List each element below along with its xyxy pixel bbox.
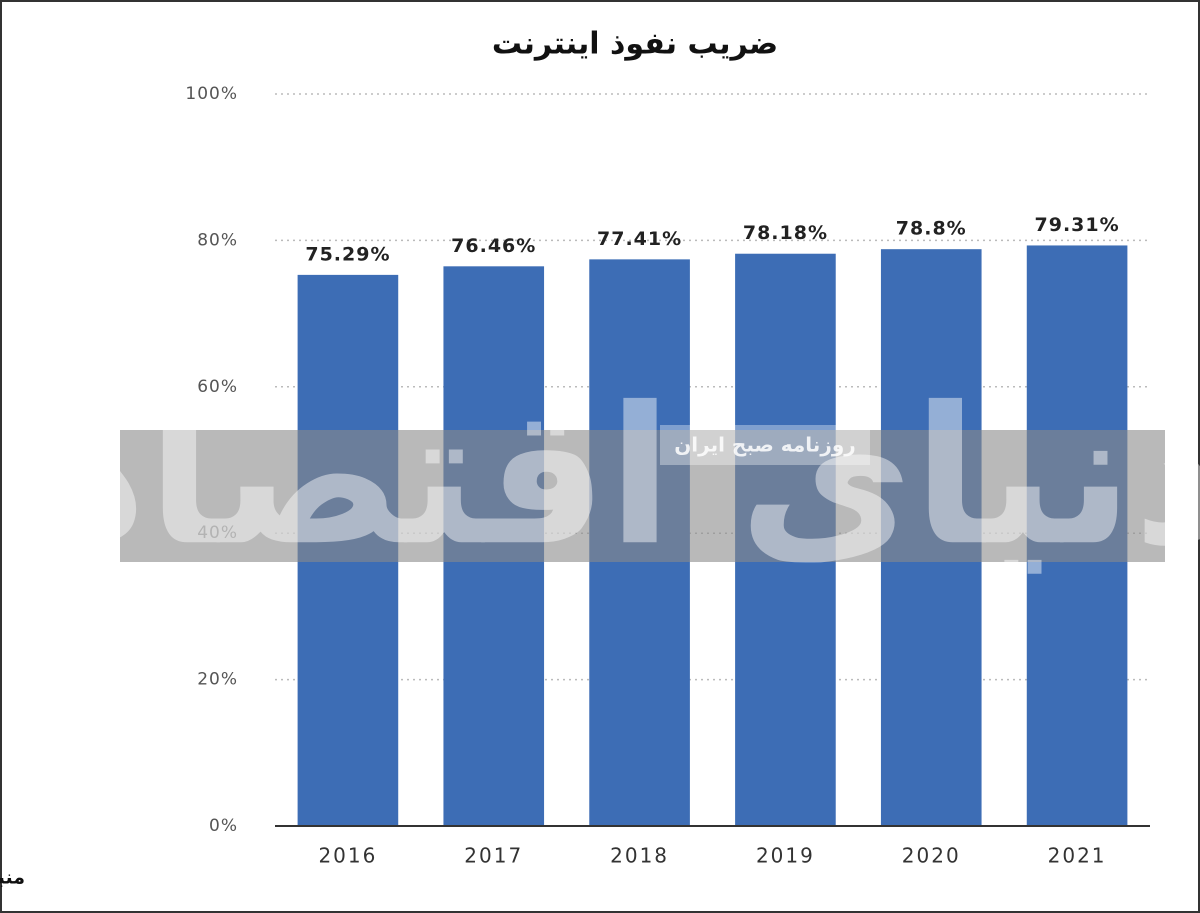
x-tick-label: 2018	[610, 844, 669, 868]
watermark-band	[120, 430, 1165, 562]
value-label: 75.29%	[305, 243, 390, 265]
watermark-tag: روزنامه صبح ایران	[674, 433, 856, 457]
value-label: 77.41%	[597, 228, 682, 250]
watermark: دنیای اقتصاد	[49, 366, 1200, 587]
value-label: 78.18%	[743, 222, 828, 244]
value-label: 78.8%	[896, 218, 967, 240]
x-tick-label: 2021	[1048, 844, 1107, 868]
x-tick-label: 2019	[756, 844, 815, 868]
watermark-layer: دنیای اقتصاد روزنامه صبح ایران	[49, 366, 1200, 587]
y-tick-label: 100%	[185, 84, 238, 104]
y-tick-label: 80%	[197, 230, 238, 250]
chart-title: ضریب نفوذ اینترنت	[492, 27, 778, 62]
x-tick-label: 2016	[318, 844, 377, 868]
value-label: 76.46%	[451, 235, 536, 257]
x-tick-label: 2020	[902, 844, 961, 868]
value-label: 79.31%	[1035, 214, 1120, 236]
y-tick-label: 20%	[197, 670, 238, 690]
y-tick-label: 60%	[197, 377, 238, 397]
watermark-tag-box	[660, 425, 870, 465]
y-tick-label: 0%	[209, 816, 238, 836]
x-tick-label: 2017	[464, 844, 523, 868]
source: منبع: Statista	[0, 867, 25, 889]
